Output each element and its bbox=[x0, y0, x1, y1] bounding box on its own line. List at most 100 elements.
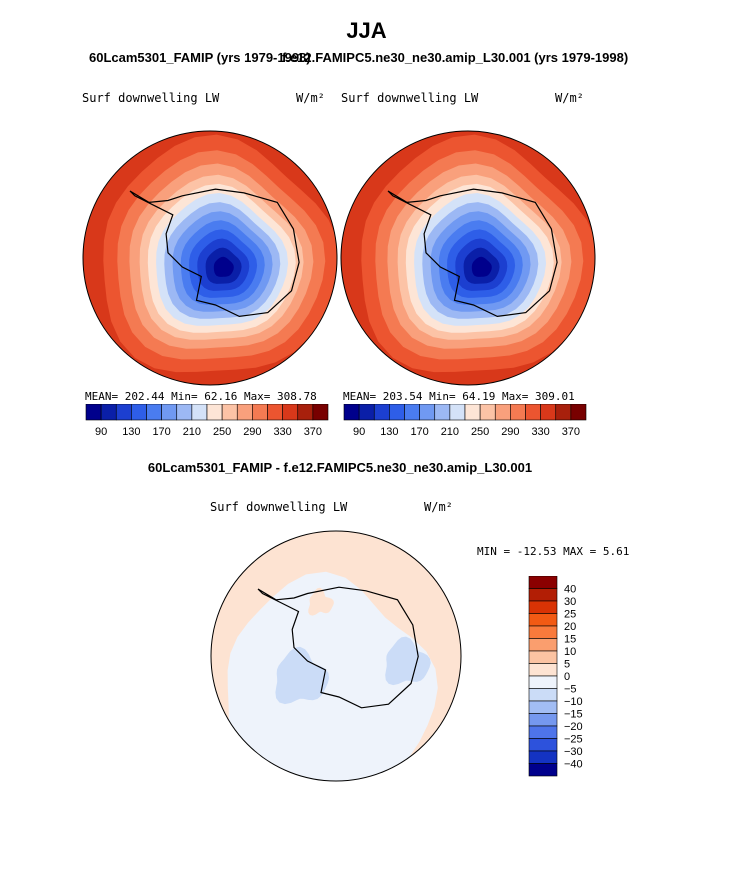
panel2-colorbar-box bbox=[570, 404, 587, 421]
panel1-colorbar-box bbox=[282, 404, 299, 421]
panel1-colorbar-box bbox=[131, 404, 147, 421]
panel3-colorbar-tick: −20 bbox=[564, 721, 583, 733]
panel2-units: W/m² bbox=[555, 91, 584, 105]
panel2-colorbar-box bbox=[555, 404, 572, 421]
panel3-colorbar-tick: 20 bbox=[564, 621, 576, 633]
panel3-coastline bbox=[257, 586, 419, 709]
panel3-colorbar-box bbox=[528, 625, 558, 639]
panel3-colorbar-box bbox=[528, 688, 558, 702]
panel1-contour-band bbox=[213, 256, 234, 277]
panel1-colorbar-box bbox=[115, 404, 132, 421]
panel1-colorbar-tick: 290 bbox=[243, 426, 261, 438]
panel1-colorbar-box bbox=[312, 404, 329, 421]
panel2-colorbar-box bbox=[389, 404, 405, 421]
panel3-colorbar-box bbox=[528, 650, 558, 664]
panel1-colorbar-box bbox=[161, 404, 178, 421]
panel2-colorbar-tick: 170 bbox=[410, 426, 428, 438]
panel1-colorbar-box bbox=[191, 404, 208, 421]
panel1-colorbar: 90 130 170 210 250 290 330 370 bbox=[85, 404, 329, 438]
panel2-colorbar-tick: 330 bbox=[531, 426, 549, 438]
panel3-colorbar-box bbox=[528, 700, 558, 714]
panel1-colorbar-tick: 370 bbox=[304, 426, 322, 438]
panel1-title: 60Lcam5301_FAMIP (yrs 1979-1998) bbox=[89, 50, 311, 65]
panel2-colorbar-box bbox=[479, 404, 496, 421]
panel3-units: W/m² bbox=[424, 500, 453, 514]
panel3-colorbar-box bbox=[528, 763, 558, 777]
panel2-colorbar-box bbox=[525, 404, 541, 421]
panel2-colorbar-box bbox=[358, 404, 375, 421]
panel2-title: f.e12.FAMIPC5.ne30_ne30.amip_L30.001 (yr… bbox=[282, 50, 629, 65]
panel2-stats: MEAN= 203.54 Min= 64.19 Max= 309.01 bbox=[343, 390, 575, 403]
panel1-map bbox=[82, 130, 338, 386]
panel2-colorbar-tick: 370 bbox=[562, 426, 580, 438]
panel3-colorbar-box bbox=[528, 613, 558, 627]
panel3-colorbar-tick: 30 bbox=[564, 596, 576, 608]
season-title: JJA bbox=[346, 18, 387, 43]
panel3-colorbar-tick: −15 bbox=[564, 709, 583, 721]
panel1-colorbar-box bbox=[267, 404, 283, 421]
panel1-colorbar-box bbox=[85, 404, 102, 421]
panel1-field-label: Surf downwelling LW bbox=[82, 91, 220, 105]
panel3-colorbar-box bbox=[528, 588, 558, 602]
panel3-map bbox=[210, 530, 462, 782]
panel1-colorbar-box bbox=[146, 404, 162, 421]
panel3-colorbar-tick: −5 bbox=[564, 684, 577, 696]
panel2-colorbar-tick: 290 bbox=[501, 426, 519, 438]
panel3-colorbar-tick: 0 bbox=[564, 671, 570, 683]
panel3-colorbar-tick: −25 bbox=[564, 734, 583, 746]
panel3-colorbar-box bbox=[528, 675, 558, 689]
panel3-colorbar-tick: −30 bbox=[564, 746, 583, 758]
panel3-field-label: Surf downwelling LW bbox=[210, 500, 348, 514]
panel3-stats: MIN = -12.53 MAX = 5.61 bbox=[477, 545, 630, 558]
panel3-contour-band bbox=[308, 587, 334, 616]
panel3-title: 60Lcam5301_FAMIP - f.e12.FAMIPC5.ne30_ne… bbox=[147, 460, 533, 475]
panel1-coastline bbox=[129, 188, 300, 318]
panel3-colorbar-box bbox=[528, 576, 558, 589]
panel1-colorbar-tick: 210 bbox=[183, 426, 201, 438]
panel2-colorbar-box bbox=[404, 404, 420, 421]
panel1-units: W/m² bbox=[296, 91, 325, 105]
panel3-contour-band bbox=[227, 571, 438, 781]
panel1-colorbar-tick: 170 bbox=[152, 426, 170, 438]
panel1-colorbar-tick: 130 bbox=[122, 426, 140, 438]
panel3-colorbar-box bbox=[528, 725, 558, 739]
panel2-colorbar-box bbox=[449, 404, 466, 421]
panel3-colorbar-box bbox=[528, 638, 558, 652]
panel3-colorbar-tick: −40 bbox=[564, 759, 583, 771]
panel2-colorbar: 90 130 170 210 250 290 330 370 bbox=[343, 404, 587, 438]
panel1-colorbar-tick: 330 bbox=[273, 426, 291, 438]
panel2-contour-band bbox=[471, 256, 492, 277]
panel2-field-label: Surf downwelling LW bbox=[341, 91, 479, 105]
panel2-coastline bbox=[387, 188, 558, 318]
panel3-colorbar-tick: 40 bbox=[564, 584, 576, 596]
panel1-colorbar-box bbox=[297, 404, 314, 421]
panel3-colorbar-box bbox=[528, 738, 558, 752]
panel3-colorbar-tick: 5 bbox=[564, 659, 570, 671]
panel2-colorbar-box bbox=[434, 404, 451, 421]
panel1-colorbar-box bbox=[206, 404, 223, 421]
panel3-contour-band bbox=[275, 646, 330, 705]
panel3-colorbar-box bbox=[528, 713, 558, 727]
panel2-colorbar-box bbox=[343, 404, 360, 421]
panel3-contour-band bbox=[385, 636, 431, 686]
panel2-map bbox=[340, 130, 596, 386]
panel3-colorbar-tick: 15 bbox=[564, 634, 576, 646]
panel1-colorbar-box bbox=[221, 404, 238, 421]
panel2-colorbar-box bbox=[494, 404, 511, 421]
panel3-colorbar-tick: 10 bbox=[564, 646, 576, 658]
panel1-colorbar-box bbox=[100, 404, 117, 421]
panel2-colorbar-box bbox=[464, 404, 481, 421]
panel2-colorbar-box bbox=[373, 404, 390, 421]
panel1-stats: MEAN= 202.44 Min= 62.16 Max= 308.78 bbox=[85, 390, 317, 403]
panel1-colorbar-tick: 250 bbox=[213, 426, 231, 438]
panel3-colorbar-tick: 25 bbox=[564, 609, 576, 621]
panel2-colorbar-box bbox=[540, 404, 557, 421]
panel3-colorbar-box bbox=[528, 600, 558, 614]
panel3-colorbar-box bbox=[528, 750, 558, 764]
panel1-colorbar-box bbox=[176, 404, 193, 421]
panel2-colorbar-tick: 210 bbox=[441, 426, 459, 438]
panel2-colorbar-tick: 250 bbox=[471, 426, 489, 438]
panel1-colorbar-tick: 90 bbox=[95, 426, 107, 438]
panel3-colorbar-box bbox=[528, 663, 558, 677]
